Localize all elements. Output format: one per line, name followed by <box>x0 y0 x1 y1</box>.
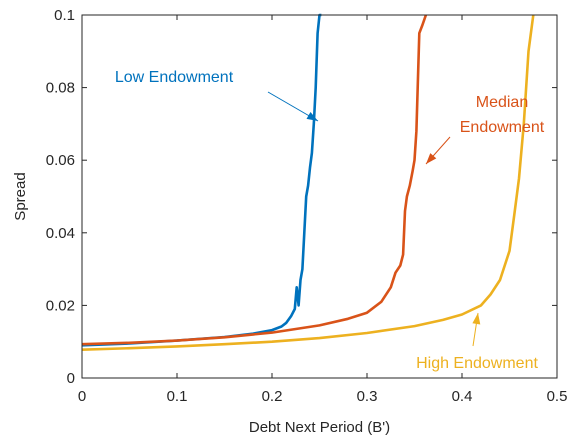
axes-box <box>81 14 558 379</box>
y-tick-label: 0.04 <box>46 225 75 242</box>
annotation-arrowhead-1 <box>306 112 318 121</box>
annotation-arrowhead-3 <box>472 313 481 325</box>
annotation-2: Median Endowment <box>460 94 545 136</box>
y-tick-label: 0.1 <box>54 7 75 24</box>
annotation-line: Median <box>476 94 528 111</box>
annotation-layer: Low Endowment Median Endowment High Endowme… <box>115 69 545 372</box>
annotation-line: Low Endowment <box>115 69 234 86</box>
x-tick-label: 0.3 <box>357 388 378 405</box>
x-tick-label: 0.1 <box>167 388 188 405</box>
y-tick-label: 0.02 <box>46 297 75 314</box>
y-tick-label: 0.06 <box>46 152 75 169</box>
x-tick-label: 0 <box>78 388 86 405</box>
annotation-1: Low Endowment <box>115 69 234 86</box>
x-tick-label: 0.5 <box>547 388 568 405</box>
series-line-2 <box>81 14 428 346</box>
series-line-3 <box>81 14 535 351</box>
x-tick-label: 0.2 <box>262 388 283 405</box>
annotation-3: High Endowment <box>416 355 538 372</box>
x-axis-label: Debt Next Period (B') <box>249 419 390 436</box>
y-tick-label: 0.08 <box>46 80 75 97</box>
y-tick-label: 0 <box>67 370 75 387</box>
x-tick-label: 0.4 <box>452 388 473 405</box>
ticks-layer: 0 0.1 0.2 0.3 0.4 0.5 0 0.02 0.04 0.06 0.08 0.1 <box>46 7 568 405</box>
annotation-line: High Endowment <box>416 355 538 372</box>
annotation-arrowhead-2 <box>426 153 437 164</box>
y-axis-label: Spread <box>12 172 29 220</box>
annotation-line: Endowment <box>460 119 545 136</box>
